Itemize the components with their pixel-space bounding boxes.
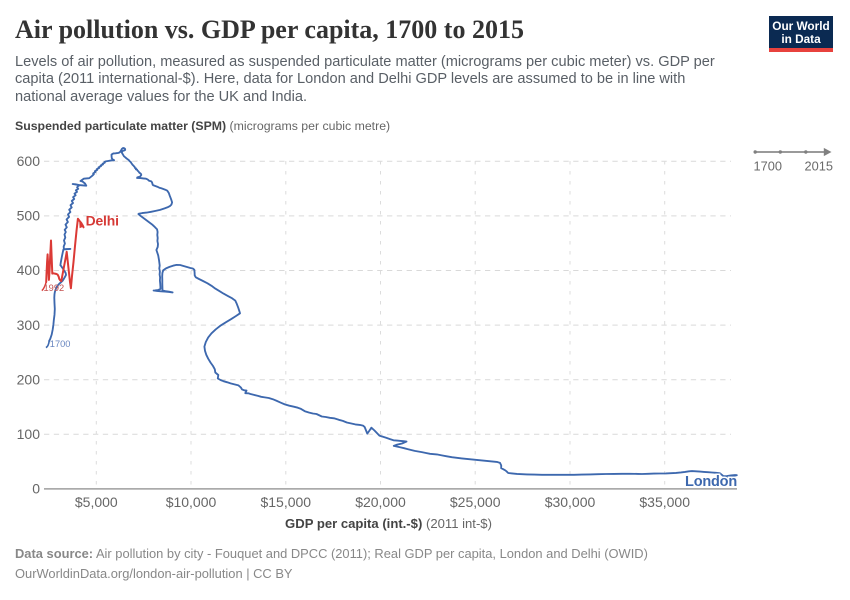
- svg-text:$10,000: $10,000: [166, 494, 217, 510]
- svg-text:300: 300: [17, 317, 41, 333]
- svg-text:200: 200: [17, 371, 41, 387]
- svg-text:2015: 2015: [805, 158, 833, 173]
- svg-text:1992: 1992: [44, 283, 65, 293]
- svg-text:1700: 1700: [754, 158, 782, 173]
- svg-text:$30,000: $30,000: [545, 494, 596, 510]
- svg-text:$20,000: $20,000: [355, 494, 406, 510]
- svg-text:$25,000: $25,000: [450, 494, 501, 510]
- svg-text:$35,000: $35,000: [639, 494, 690, 510]
- svg-text:Delhi: Delhi: [86, 213, 119, 229]
- svg-text:1700: 1700: [50, 339, 71, 349]
- svg-text:0: 0: [32, 481, 40, 497]
- svg-text:$5,000: $5,000: [75, 494, 118, 510]
- svg-text:400: 400: [17, 262, 41, 278]
- svg-text:500: 500: [17, 208, 41, 224]
- svg-text:$15,000: $15,000: [260, 494, 311, 510]
- svg-text:London: London: [685, 474, 737, 490]
- svg-text:600: 600: [17, 153, 41, 169]
- svg-text:100: 100: [17, 426, 41, 442]
